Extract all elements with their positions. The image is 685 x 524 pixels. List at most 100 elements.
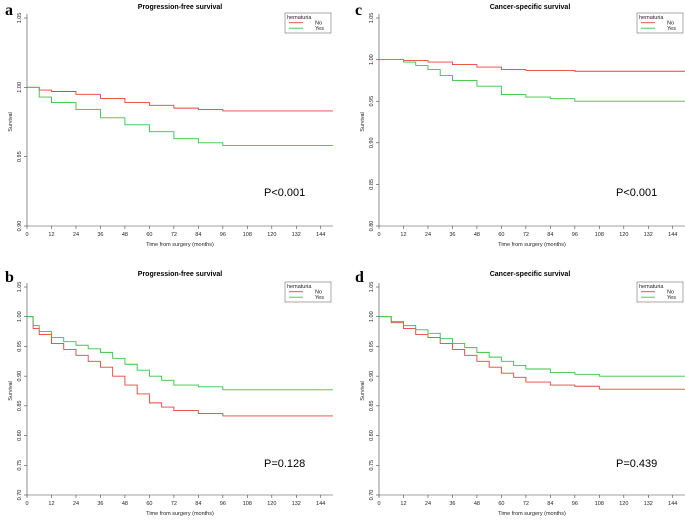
x-tick-label: 72: [523, 501, 529, 507]
legend-title: hematuria: [287, 15, 312, 21]
x-tick-label: 12: [48, 232, 54, 238]
x-axis-label: Time from surgery (months): [146, 242, 214, 248]
chart-title: Progression-free survival: [138, 271, 222, 278]
chart-title: Cancer-specific survival: [490, 271, 571, 278]
x-tick-label: 24: [425, 501, 431, 507]
legend-label-no: No: [315, 290, 322, 296]
x-tick-label: 108: [595, 501, 604, 507]
panel-d: d Cancer-specific survival 0 12 24 36 48 60 72 84…: [355, 269, 685, 517]
survival-curve-yes: [27, 316, 333, 391]
x-tick-label: 72: [171, 501, 177, 507]
legend-title: hematuria: [639, 284, 664, 290]
survival-curve-yes: [379, 59, 685, 102]
y-tick-label: 0.85: [369, 179, 375, 190]
y-tick-label: 0.90: [17, 221, 23, 232]
y-tick-label: 0.70: [369, 490, 375, 501]
x-tick-label: 48: [474, 232, 480, 238]
y-tick-label: 0.75: [369, 460, 375, 471]
x-tick-label: 24: [73, 232, 79, 238]
x-tick-label: 120: [619, 232, 628, 238]
x-tick-label: 144: [668, 501, 677, 507]
panel-b: b Progression-free survival 0 12 24 36 48 60 72 8…: [5, 269, 333, 517]
x-tick-label: 96: [220, 232, 226, 238]
y-axis-label: Survival: [360, 112, 366, 132]
legend-label-yes: Yes: [315, 295, 324, 301]
p-value-label: P=0.128: [264, 458, 305, 470]
x-tick-label: 0: [377, 501, 380, 507]
y-tick-label: 0.95: [17, 341, 23, 352]
survival-curve-no: [27, 86, 333, 112]
x-tick-label: 96: [572, 232, 578, 238]
y-tick-label: 0.85: [369, 400, 375, 411]
x-tick-label: 12: [48, 501, 54, 507]
legend-label-yes: Yes: [315, 26, 324, 32]
x-tick-label: 24: [73, 501, 79, 507]
y-tick-label: 0.90: [369, 371, 375, 382]
y-tick-label: 0.90: [17, 371, 23, 382]
x-tick-label: 132: [644, 501, 653, 507]
y-tick-label: 1.00: [369, 311, 375, 322]
survival-curve-yes: [27, 86, 333, 147]
y-axis-label: Survival: [8, 112, 14, 132]
y-tick-label: 0.75: [17, 460, 23, 471]
x-tick-label: 84: [547, 232, 553, 238]
p-value-label: P=0.439: [616, 458, 657, 470]
chart-title: Cancer-specific survival: [490, 4, 571, 11]
y-axis-label: Survival: [360, 381, 366, 401]
legend-title: hematuria: [639, 15, 664, 21]
survival-curve-no: [27, 316, 333, 417]
y-tick-label: 0.95: [369, 341, 375, 352]
survival-curve-yes: [379, 316, 685, 377]
x-tick-label: 36: [97, 501, 103, 507]
x-tick-label: 108: [595, 232, 604, 238]
x-tick-label: 84: [547, 501, 553, 507]
y-tick-label: 0.85: [17, 400, 23, 411]
x-tick-label: 60: [498, 501, 504, 507]
x-tick-label: 144: [316, 501, 325, 507]
y-tick-label: 1.05: [17, 282, 23, 293]
y-tick-label: 0.90: [369, 137, 375, 148]
p-value-label: P<0.001: [264, 187, 305, 199]
survival-curve-no: [379, 59, 685, 72]
panel-letter: a: [5, 2, 13, 19]
panel-a: a Progression-free survival 0 12 24 36 48 60 72 8…: [5, 2, 333, 248]
x-tick-label: 48: [122, 501, 128, 507]
x-tick-label: 48: [122, 232, 128, 238]
panel-c: c Cancer-specific survival 0 12 24 36 48 60 72 84…: [355, 2, 685, 248]
x-tick-label: 96: [220, 501, 226, 507]
y-tick-label: 0.80: [369, 221, 375, 232]
x-tick-label: 96: [572, 501, 578, 507]
x-tick-label: 84: [195, 232, 201, 238]
x-tick-label: 144: [316, 232, 325, 238]
x-tick-label: 120: [619, 501, 628, 507]
x-tick-label: 132: [292, 501, 301, 507]
x-tick-label: 132: [292, 232, 301, 238]
x-tick-label: 36: [97, 232, 103, 238]
y-axis-label: Survival: [8, 381, 14, 401]
panel-letter: c: [355, 2, 362, 19]
legend-label-yes: Yes: [667, 295, 676, 301]
x-tick-label: 84: [195, 501, 201, 507]
x-tick-label: 72: [523, 232, 529, 238]
legend-label-no: No: [667, 290, 674, 296]
x-tick-label: 60: [146, 501, 152, 507]
y-tick-label: 0.80: [369, 430, 375, 441]
x-tick-label: 120: [267, 501, 276, 507]
panel-letter: b: [5, 269, 14, 286]
x-tick-label: 36: [449, 232, 455, 238]
x-tick-label: 48: [474, 501, 480, 507]
y-tick-label: 0.70: [17, 490, 23, 501]
legend-label-no: No: [315, 21, 322, 27]
x-tick-label: 0: [377, 232, 380, 238]
y-tick-label: 1.05: [369, 13, 375, 24]
x-tick-label: 60: [146, 232, 152, 238]
x-axis-label: Time from surgery (months): [498, 242, 566, 248]
y-tick-label: 0.80: [17, 430, 23, 441]
panel-letter: d: [355, 269, 364, 286]
x-tick-label: 108: [243, 232, 252, 238]
